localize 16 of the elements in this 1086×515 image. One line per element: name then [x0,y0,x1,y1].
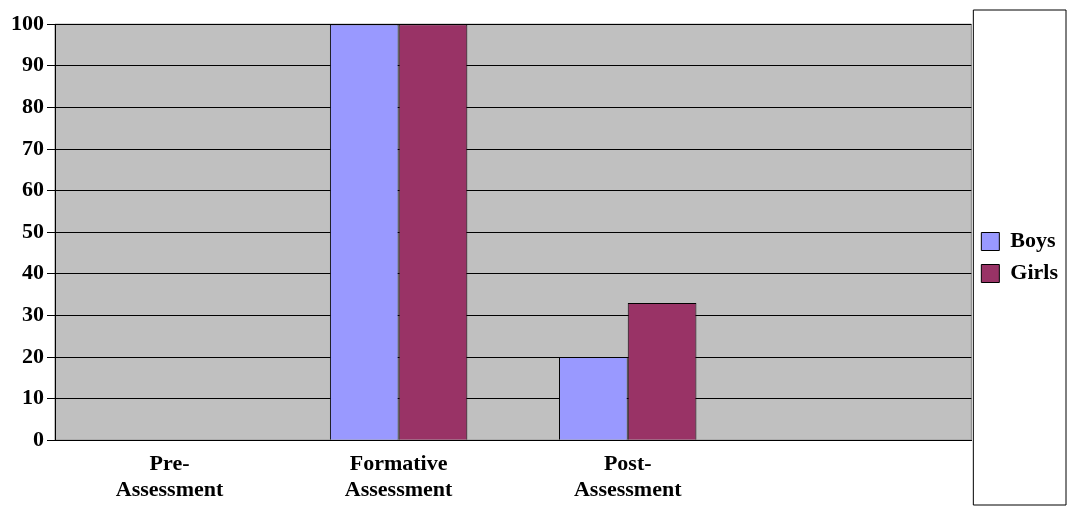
y-tick-label: 50 [22,217,44,243]
y-tick-label: 40 [22,259,44,285]
x-tick-label: Formative Assessment [344,450,454,502]
y-tick-label: 70 [22,134,44,160]
y-tick-label: 0 [33,425,44,451]
x-tick-label: Post-Assessment [573,450,683,502]
y-tick-label: 10 [22,384,44,410]
legend-label: Girls [1010,259,1059,285]
y-tick-label: 90 [22,51,44,77]
legend-label: Boys [1010,227,1057,253]
y-tick-label: 100 [11,9,44,35]
y-tick-label: 80 [22,93,44,119]
y-tick-label: 20 [22,342,44,368]
y-tick-label: 30 [22,301,44,327]
y-tick-label: 60 [22,176,44,202]
x-tick-label: Pre-Assessment [115,450,224,502]
